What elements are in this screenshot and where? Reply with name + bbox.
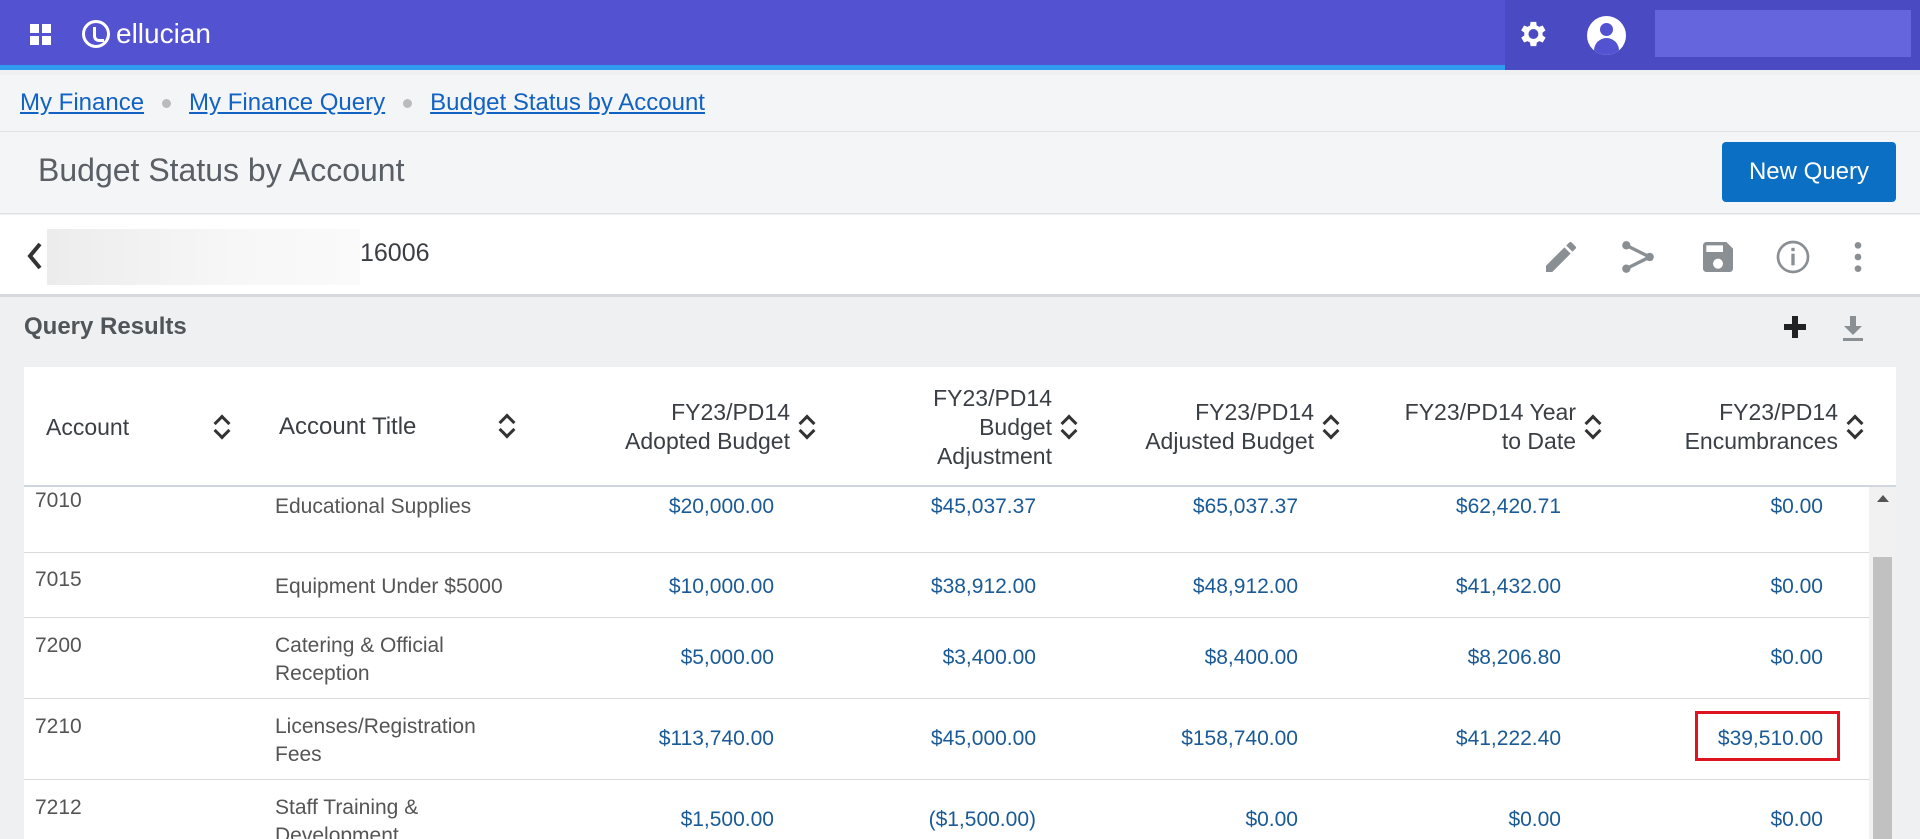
cell-encumbrances: $0.00 bbox=[1770, 646, 1823, 669]
cell-budget-adjustment: ($1,500.00) bbox=[928, 808, 1036, 831]
cell-account: 7210 bbox=[35, 715, 82, 738]
results-table: Account Account Title FY23/PD14 Adopted B… bbox=[24, 367, 1896, 839]
cell-encumbrances: $0.00 bbox=[1770, 495, 1823, 518]
cell-adjusted-budget: $48,912.00 bbox=[1192, 575, 1298, 598]
query-results-label: Query Results bbox=[24, 313, 187, 340]
cell-encumbrances: $39,510.00 bbox=[1717, 727, 1823, 750]
sort-icon[interactable] bbox=[1846, 413, 1864, 441]
cell-budget-adjustment: $38,912.00 bbox=[930, 575, 1036, 598]
sort-icon[interactable] bbox=[498, 412, 516, 440]
breadcrumb-budget-status[interactable]: Budget Status by Account bbox=[430, 89, 705, 116]
page-header: Budget Status by Account New Query bbox=[0, 132, 1920, 214]
cell-account: 7200 bbox=[35, 634, 82, 657]
table-row[interactable]: 7015 Equipment Under $5000 $10,000.00 $3… bbox=[24, 553, 1869, 618]
apps-grid-icon[interactable] bbox=[30, 24, 52, 46]
user-avatar-icon[interactable] bbox=[1587, 16, 1626, 55]
cell-adopted-budget: $10,000.00 bbox=[668, 575, 774, 598]
cell-account-title: Educational Supplies bbox=[275, 495, 472, 518]
gear-icon[interactable] bbox=[1515, 17, 1549, 51]
sort-icon[interactable] bbox=[213, 413, 231, 441]
column-header-year-to-date[interactable]: FY23/PD14 Year to Date bbox=[1337, 367, 1602, 487]
cell-account: 7212 bbox=[35, 796, 82, 819]
table-header: Account Account Title FY23/PD14 Adopted B… bbox=[24, 367, 1896, 487]
more-vertical-icon[interactable] bbox=[1838, 237, 1878, 277]
scrollbar-thumb[interactable] bbox=[1873, 557, 1892, 839]
breadcrumb-separator bbox=[403, 98, 413, 108]
column-header-adopted-budget[interactable]: FY23/PD14 Adopted Budget bbox=[554, 367, 816, 487]
top-bar: ellucian bbox=[0, 0, 1920, 70]
column-header-account[interactable]: Account bbox=[46, 367, 231, 487]
cell-adjusted-budget: $65,037.37 bbox=[1192, 495, 1298, 518]
cell-adjusted-budget: $158,740.00 bbox=[1181, 727, 1298, 750]
cell-account-title: Catering & Official Reception bbox=[275, 634, 444, 685]
query-toolbar: 16006 bbox=[0, 215, 1920, 297]
table-row[interactable]: 7010 Educational Supplies $20,000.00 $45… bbox=[24, 487, 1869, 553]
share-icon[interactable] bbox=[1618, 237, 1658, 277]
cell-year-to-date: $8,206.80 bbox=[1467, 646, 1561, 669]
column-header-account-title[interactable]: Account Title bbox=[279, 367, 516, 487]
scroll-up-arrow-icon[interactable] bbox=[1877, 495, 1889, 502]
cell-budget-adjustment: $45,037.37 bbox=[930, 495, 1036, 518]
column-header-budget-adjustment[interactable]: FY23/PD14 Budget Adjustment bbox=[814, 367, 1078, 487]
cell-budget-adjustment: $45,000.00 bbox=[930, 727, 1036, 750]
ellucian-logo[interactable]: ellucian bbox=[82, 18, 211, 50]
cell-account: 7015 bbox=[35, 568, 82, 591]
highlight-box bbox=[1695, 711, 1840, 761]
logo-text: ellucian bbox=[116, 18, 211, 49]
new-query-button[interactable]: New Query bbox=[1722, 142, 1896, 202]
cell-adjusted-budget: $0.00 bbox=[1245, 808, 1298, 831]
save-icon[interactable] bbox=[1698, 237, 1738, 277]
info-icon[interactable] bbox=[1773, 237, 1813, 277]
cell-year-to-date: $41,222.40 bbox=[1455, 727, 1561, 750]
cell-account: 7010 bbox=[35, 489, 82, 512]
edit-pencil-icon[interactable] bbox=[1541, 237, 1581, 277]
query-name-redacted bbox=[47, 229, 360, 285]
cell-account-title: Equipment Under $5000 bbox=[275, 575, 503, 598]
cell-encumbrances: $0.00 bbox=[1770, 575, 1823, 598]
cell-account-title: Licenses/Registration Fees bbox=[275, 715, 476, 766]
ellucian-logo-icon bbox=[82, 20, 110, 48]
breadcrumb: My Finance My Finance Query Budget Statu… bbox=[0, 75, 1920, 132]
query-id: 16006 bbox=[360, 239, 430, 267]
cell-adopted-budget: $20,000.00 bbox=[668, 495, 774, 518]
column-header-adjusted-budget[interactable]: FY23/PD14 Adjusted Budget bbox=[1076, 367, 1340, 487]
table-row[interactable]: 7200 Catering & Official Reception $5,000… bbox=[24, 618, 1869, 699]
cell-adopted-budget: $5,000.00 bbox=[680, 646, 774, 669]
cell-year-to-date: $41,432.00 bbox=[1455, 575, 1561, 598]
user-name-redacted[interactable] bbox=[1655, 10, 1911, 57]
cell-account-title: Staff Training & Development bbox=[275, 796, 419, 839]
cell-adopted-budget: $113,740.00 bbox=[658, 727, 774, 750]
download-icon[interactable] bbox=[1840, 313, 1866, 343]
page-title: Budget Status by Account bbox=[38, 152, 405, 188]
back-chevron-icon[interactable] bbox=[22, 237, 50, 275]
table-row[interactable]: 7212 Staff Training & Development $1,500.… bbox=[24, 780, 1869, 839]
breadcrumb-separator bbox=[162, 98, 172, 108]
column-header-encumbrances[interactable]: FY23/PD14 Encumbrances bbox=[1599, 367, 1864, 487]
cell-adjusted-budget: $8,400.00 bbox=[1204, 646, 1298, 669]
breadcrumb-my-finance-query[interactable]: My Finance Query bbox=[189, 89, 386, 116]
table-scrollbar[interactable] bbox=[1869, 487, 1896, 839]
table-row[interactable]: 7210 Licenses/Registration Fees $113,740.… bbox=[24, 699, 1869, 780]
add-column-icon[interactable] bbox=[1782, 314, 1808, 340]
cell-budget-adjustment: $3,400.00 bbox=[942, 646, 1036, 669]
cell-year-to-date: $0.00 bbox=[1508, 808, 1561, 831]
cell-adopted-budget: $1,500.00 bbox=[680, 808, 774, 831]
cell-encumbrances: $0.00 bbox=[1770, 808, 1823, 831]
breadcrumb-my-finance[interactable]: My Finance bbox=[20, 89, 145, 116]
cell-year-to-date: $62,420.71 bbox=[1455, 495, 1561, 518]
